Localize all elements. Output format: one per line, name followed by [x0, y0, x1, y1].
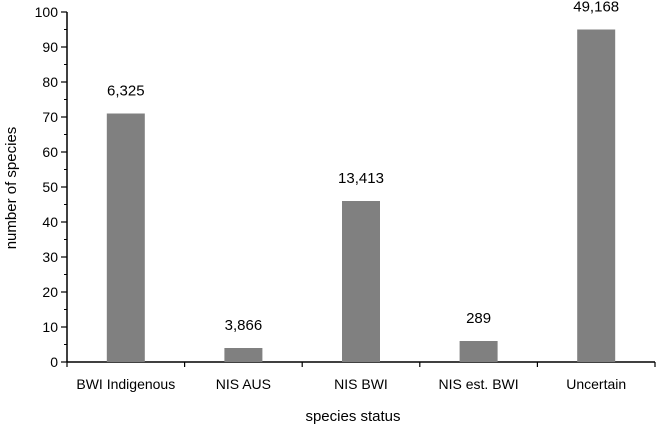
bar — [224, 348, 263, 362]
y-axis-title: number of species — [3, 127, 20, 250]
y-tick-label: 30 — [42, 249, 58, 265]
y-tick-label: 40 — [42, 214, 58, 230]
y-tick-label: 100 — [35, 4, 59, 20]
y-tick-label: 50 — [42, 179, 58, 195]
y-axis: 0 10 20 30 40 50 60 70 80 90 100 — [35, 4, 68, 370]
category-label: NIS est. BWI — [439, 376, 519, 392]
data-labels: 6,325 3,866 13,413 289 49,168 — [107, 0, 619, 334]
data-label: 49,168 — [573, 0, 619, 16]
bar — [459, 341, 498, 362]
y-tick-label: 10 — [42, 319, 58, 335]
y-tick-label: 60 — [42, 144, 58, 160]
data-label: 6,325 — [107, 83, 145, 100]
bar — [577, 29, 616, 362]
y-tick-label: 90 — [42, 39, 58, 55]
category-label: NIS BWI — [334, 376, 388, 392]
data-label: 3,866 — [225, 317, 263, 334]
bar — [342, 201, 380, 362]
data-label: 13,413 — [338, 170, 384, 187]
data-label: 289 — [466, 310, 491, 327]
bars — [106, 29, 616, 362]
x-axis — [66, 361, 656, 367]
x-axis-title: species status — [305, 408, 400, 425]
y-tick-label: 0 — [50, 354, 58, 370]
category-label: BWI Indigenous — [76, 376, 175, 392]
y-tick-label: 20 — [42, 284, 58, 300]
bar — [106, 113, 145, 362]
category-label: Uncertain — [566, 376, 626, 392]
y-tick-label: 70 — [42, 109, 58, 125]
y-tick-label: 80 — [42, 74, 58, 90]
category-labels: BWI Indigenous NIS AUS NIS BWI NIS est. BWI… — [76, 376, 626, 392]
category-label: NIS AUS — [216, 376, 271, 392]
